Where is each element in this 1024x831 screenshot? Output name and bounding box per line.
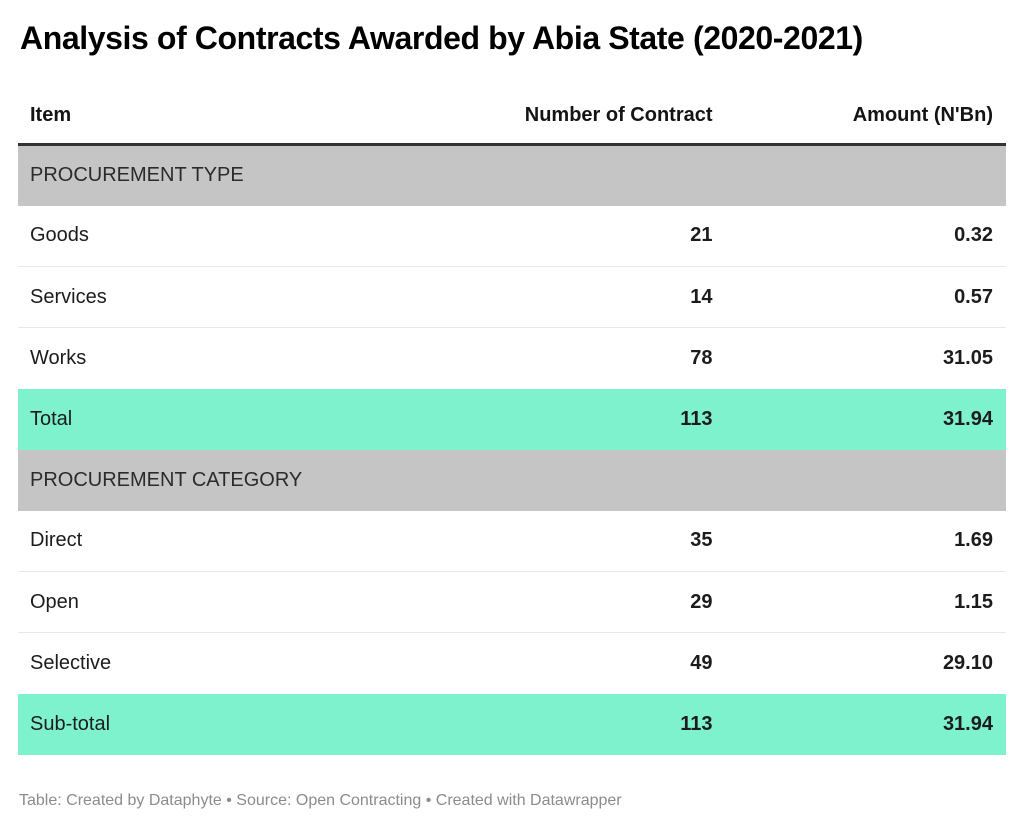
column-header-number-of-contract: Number of Contract — [524, 104, 713, 126]
table-row-goods: Goods 21 0.32 — [18, 206, 1006, 267]
table-header: Item Number of Contract Amount (N'Bn) — [18, 96, 1006, 145]
item-cell: Direct — [30, 529, 83, 552]
item-cell: Selective — [30, 651, 112, 674]
count-cell: 29 — [690, 590, 713, 613]
count-cell: 35 — [690, 529, 713, 552]
count-cell: 78 — [690, 346, 713, 369]
table-row-open: Open 29 1.15 — [18, 572, 1006, 633]
footer-credit: Table: Created by Dataphyte • Source: Op… — [19, 791, 622, 809]
amount-cell: 1.69 — [954, 529, 993, 552]
section-label: PROCUREMENT CATEGORY — [18, 449, 1006, 511]
total-row: Total 113 31.94 — [18, 388, 1006, 450]
section-label: PROCUREMENT TYPE — [18, 144, 1006, 206]
table-body: PROCUREMENT TYPE Goods 21 0.32 Services … — [18, 144, 1006, 755]
subtotal-row: Sub-total 113 31.94 — [18, 693, 1006, 755]
count-cell: 113 — [413, 388, 713, 450]
count-cell: 14 — [690, 285, 713, 308]
amount-cell: 31.05 — [942, 346, 993, 369]
item-cell: Services — [30, 285, 107, 308]
header-row: Item Number of Contract Amount (N'Bn) — [18, 96, 1006, 145]
amount-cell: 31.94 — [712, 693, 1006, 755]
item-cell: Total — [18, 388, 414, 450]
table-row-services: Services 14 0.57 — [18, 267, 1006, 328]
table-row-works: Works 78 31.05 — [18, 328, 1006, 389]
table-row-direct: Direct 35 1.69 — [18, 511, 1006, 572]
item-cell: Works — [30, 346, 87, 369]
table-row-selective: Selective 49 29.10 — [18, 633, 1006, 694]
page: Analysis of Contracts Awarded by Abia St… — [18, 20, 1006, 809]
column-header-amount: Amount (N'Bn) — [852, 104, 993, 126]
section-row-procurement-category: PROCUREMENT CATEGORY — [18, 449, 1006, 511]
amount-cell: 31.94 — [712, 388, 1006, 450]
count-cell: 21 — [690, 224, 713, 247]
count-cell: 113 — [413, 693, 713, 755]
amount-cell: 0.32 — [954, 224, 993, 247]
amount-cell: 29.10 — [942, 651, 993, 674]
amount-cell: 0.57 — [954, 285, 993, 308]
contracts-table: Item Number of Contract Amount (N'Bn) PR… — [18, 96, 1006, 755]
item-cell: Goods — [30, 224, 89, 247]
section-row-procurement-type: PROCUREMENT TYPE — [18, 144, 1006, 206]
page-title: Analysis of Contracts Awarded by Abia St… — [20, 20, 863, 56]
amount-cell: 1.15 — [954, 590, 993, 613]
item-cell: Sub-total — [18, 693, 414, 755]
column-header-item: Item — [30, 104, 72, 126]
count-cell: 49 — [690, 651, 713, 674]
item-cell: Open — [30, 590, 79, 613]
